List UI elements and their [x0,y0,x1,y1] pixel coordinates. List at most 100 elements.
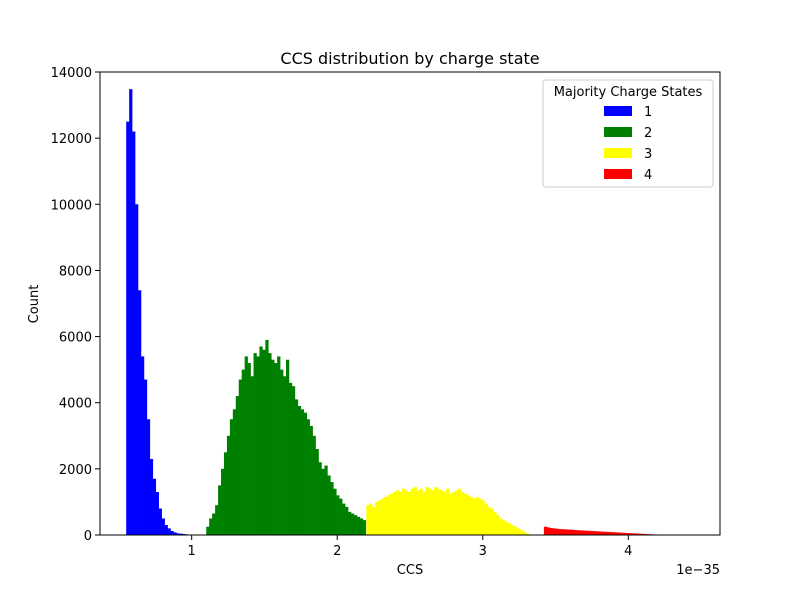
histogram-bar-series-3 [484,503,488,535]
histogram-bar-series-1 [138,290,142,535]
histogram-bar-series-3 [478,498,482,535]
histogram-bar-series-4 [543,526,548,535]
plot-frame [99,71,721,536]
histogram-bar-series-4 [570,529,574,535]
histogram-bar-series-1 [170,531,174,535]
y-tick-label: 8000 [59,264,92,279]
bars-layer [126,89,692,536]
histogram-bar-series-3 [422,492,426,535]
histogram-bar-series-3 [490,508,494,535]
histogram-bar-series-2 [330,482,334,535]
histogram-bar-series-2 [345,506,349,535]
histogram-bar-series-2 [209,518,213,535]
histogram-bar-series-3 [437,488,441,535]
y-tick-label: 14000 [51,66,92,81]
histogram-bar-series-3 [413,487,417,535]
histogram-bar-series-2 [283,376,287,535]
histogram-bar-series-1 [129,89,133,535]
histogram-bar-series-3 [389,493,394,535]
histogram-bar-series-3 [457,488,462,535]
histogram-bar-series-3 [398,492,403,535]
histogram-bar-series-1 [173,532,177,535]
histogram-bar-series-2 [351,513,355,535]
histogram-bar-series-2 [215,505,219,535]
x-axis: 1 2 3 4 [188,535,632,559]
histogram-bar-series-3 [378,500,382,535]
histogram-bar-series-3 [493,511,497,535]
histogram-bar-series-2 [268,353,272,535]
histogram-bar-series-2 [238,379,242,535]
chart-title: CCS distribution by charge state [280,49,539,68]
x-tick-label: 2 [333,544,341,559]
histogram-bar-series-2 [212,513,216,535]
histogram-bar-series-2 [232,409,237,535]
histogram-bar-series-3 [404,490,408,535]
histogram-bar-series-3 [463,493,468,535]
histogram-bar-series-4 [588,530,592,535]
histogram-bar-series-2 [315,449,319,535]
histogram-bar-series-2 [327,475,331,535]
histogram-bar-series-4 [597,531,601,535]
histogram-bar-series-3 [449,493,453,535]
histogram-bar-series-3 [369,503,373,535]
histogram-bar-series-3 [517,528,521,535]
histogram-bar-series-3 [434,487,438,535]
histogram-bar-series-2 [309,425,313,535]
x-tick-label: 4 [624,544,632,559]
histogram-bar-series-4 [620,532,624,535]
histogram-bar-series-3 [401,488,406,535]
histogram-bar-series-2 [226,435,231,535]
histogram-bar-series-2 [256,356,260,535]
legend-items: 1 2 3 4 [604,105,652,183]
histogram-bar-series-3 [428,488,432,535]
y-tick-label: 2000 [59,463,92,478]
legend-swatch-1 [604,106,632,116]
histogram-bar-series-2 [262,349,266,535]
histogram-bar-series-3 [469,496,473,535]
legend-label-4: 4 [644,168,652,183]
histogram-bar-series-2 [223,452,228,535]
histogram-bar-series-3 [522,531,527,535]
histogram-bar-series-2 [312,435,316,535]
histogram-bar-series-3 [431,490,435,535]
histogram-bar-series-4 [632,533,636,535]
histogram-bar-series-4 [549,528,554,535]
y-tick-label: 6000 [59,331,92,346]
histogram-bar-series-2 [321,468,325,535]
histogram-bar-series-2 [306,419,310,535]
histogram-bar-series-4 [629,533,633,535]
histogram-bar-series-4 [594,531,598,535]
histogram-bar-series-3 [481,500,485,535]
histogram-bar-series-3 [375,501,379,535]
histogram-bar-series-2 [356,516,361,535]
histogram-bar-series-4 [552,528,557,535]
histogram-bar-series-2 [250,376,254,535]
histogram-bar-series-4 [626,533,630,535]
histogram-bar-series-4 [611,532,616,535]
y-tick-label: 4000 [59,397,92,412]
histogram-bar-series-1 [149,458,154,535]
histogram-bar-series-2 [353,515,358,535]
x-offset-label: 1e−35 [676,563,720,578]
histogram-bar-series-4 [635,533,639,535]
histogram-bar-series-4 [602,531,607,535]
y-axis-title: Count [27,285,42,324]
histogram-bar-series-3 [502,520,506,535]
histogram-bar-series-3 [366,505,370,535]
histogram-bar-series-2 [362,520,367,535]
histogram-bar-series-1 [135,204,139,536]
histogram-bar-series-2 [206,526,210,535]
y-axis: 0 2000 4000 6000 8000 10000 12000 14000 [51,66,100,544]
histogram-bar-series-3 [392,492,397,535]
histogram-bar-series-1 [143,379,148,535]
histogram-bar-series-2 [324,465,328,535]
histogram-bar-series-4 [555,528,559,535]
histogram-bar-series-3 [499,518,503,535]
legend-label-3: 3 [644,147,652,162]
y-tick-label: 10000 [51,198,92,213]
histogram-bar-series-3 [425,487,429,535]
histogram-bar-series-3 [372,506,376,535]
histogram-bar-series-3 [519,530,524,535]
